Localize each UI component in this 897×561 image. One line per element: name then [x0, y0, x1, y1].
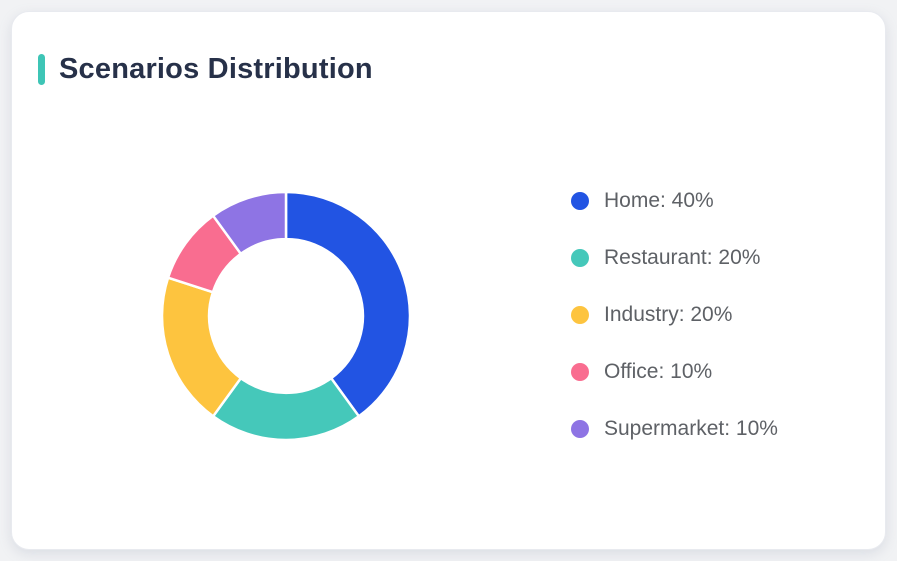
legend-dot-industry	[571, 306, 589, 324]
page-title: Scenarios Distribution	[59, 53, 373, 85]
card-header: Scenarios Distribution	[38, 53, 373, 86]
legend-dot-restaurant	[571, 249, 589, 267]
legend: Home: 40% Restaurant: 20% Industry: 20% Off…	[571, 189, 778, 441]
legend-label: Supermarket: 10%	[604, 417, 778, 440]
legend-dot-office	[571, 363, 589, 381]
legend-label: Home: 40%	[604, 189, 714, 212]
donut-segment-supermarket[interactable]	[211, 190, 288, 256]
legend-item-home[interactable]: Home: 40%	[571, 189, 778, 213]
legend-item-office[interactable]: Office: 10%	[571, 360, 778, 384]
legend-dot-supermarket	[571, 420, 589, 438]
title-accent-bar	[38, 54, 45, 85]
chart-area	[151, 181, 421, 451]
scenarios-distribution-card: Scenarios Distribution Home: 40% Restaura…	[11, 11, 886, 550]
legend-item-supermarket[interactable]: Supermarket: 10%	[571, 417, 778, 441]
legend-item-restaurant[interactable]: Restaurant: 20%	[571, 246, 778, 270]
legend-label: Restaurant: 20%	[604, 246, 761, 269]
legend-item-industry[interactable]: Industry: 20%	[571, 303, 778, 327]
legend-label: Office: 10%	[604, 360, 713, 383]
legend-label: Industry: 20%	[604, 303, 733, 326]
donut-segment-home[interactable]	[284, 190, 412, 418]
legend-dot-home	[571, 192, 589, 210]
donut-chart[interactable]	[151, 181, 421, 451]
donut-segment-industry[interactable]	[160, 276, 243, 418]
